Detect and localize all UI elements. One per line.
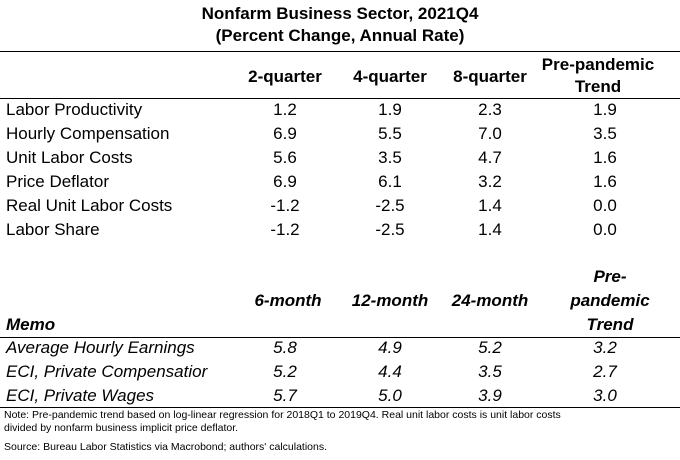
row-value: 6.9 bbox=[273, 172, 297, 191]
row-value: 5.2 bbox=[273, 362, 297, 381]
header-2-quarter: 2-quarter bbox=[248, 67, 322, 86]
row-value: 4.4 bbox=[378, 362, 402, 381]
memo-header-trend-line3: Trend bbox=[586, 315, 634, 334]
row-value: -1.2 bbox=[270, 196, 300, 215]
memo-header-24-month: 24-month bbox=[451, 291, 529, 310]
memo-header-trend-line1: Pre- bbox=[593, 267, 627, 286]
row-value: 3.2 bbox=[593, 338, 617, 357]
row-value: 5.5 bbox=[378, 124, 402, 143]
memo-header-trend-line2: pandemic bbox=[570, 291, 650, 310]
row-label: Labor Productivity bbox=[6, 100, 143, 119]
row-value: 5.8 bbox=[273, 338, 297, 357]
row-value: 3.9 bbox=[478, 386, 502, 405]
row-label: ECI, Private Wages bbox=[6, 386, 155, 405]
note-line1: Note: Pre-pandemic trend based on log-li… bbox=[4, 409, 561, 421]
row-value: 0.0 bbox=[593, 220, 617, 239]
header-8-quarter: 8-quarter bbox=[453, 67, 527, 86]
memo-rule bbox=[0, 337, 680, 338]
table-subtitle: (Percent Change, Annual Rate) bbox=[215, 26, 465, 45]
row-value: 3.5 bbox=[593, 124, 617, 143]
memo-header-12-month: 12-month bbox=[351, 291, 429, 310]
row-value: 3.0 bbox=[593, 386, 617, 405]
row-value: 7.0 bbox=[478, 124, 502, 143]
row-value: 3.5 bbox=[478, 362, 502, 381]
row-value: 5.6 bbox=[273, 148, 297, 167]
row-label: Hourly Compensation bbox=[6, 124, 170, 143]
row-value: -2.5 bbox=[375, 220, 405, 239]
memo-label: Memo bbox=[6, 315, 56, 334]
row-value: 1.6 bbox=[593, 172, 617, 191]
row-value: 5.2 bbox=[478, 338, 502, 357]
row-label: ECI, Private Compensatior bbox=[6, 362, 208, 381]
row-value: 3.2 bbox=[478, 172, 502, 191]
row-value: 3.5 bbox=[378, 148, 402, 167]
row-value: 1.6 bbox=[593, 148, 617, 167]
header-trend-line1: Pre-pandemic bbox=[541, 55, 655, 74]
top-rule bbox=[0, 51, 680, 52]
header-trend-line2: Trend bbox=[574, 77, 622, 96]
row-value: 1.9 bbox=[593, 100, 617, 119]
header-4-quarter: 4-quarter bbox=[353, 67, 427, 86]
row-label: Labor Share bbox=[6, 220, 100, 239]
table-title: Nonfarm Business Sector, 2021Q4 bbox=[201, 4, 479, 23]
row-label: Price Deflator bbox=[6, 172, 109, 191]
row-value: 1.4 bbox=[478, 196, 502, 215]
memo-header-6-month: 6-month bbox=[254, 291, 322, 310]
row-value: 1.4 bbox=[478, 220, 502, 239]
row-value: 4.7 bbox=[478, 148, 502, 167]
row-value: 2.3 bbox=[478, 100, 502, 119]
header-rule bbox=[0, 98, 680, 99]
note-line2: divided by nonfarm business implicit pri… bbox=[4, 422, 239, 434]
row-value: 2.7 bbox=[593, 362, 617, 381]
source-line: Source: Bureau Labor Statistics via Macr… bbox=[4, 441, 328, 453]
row-value: 5.7 bbox=[273, 386, 297, 405]
row-label: Average Hourly Earnings bbox=[6, 338, 195, 357]
row-value: 5.0 bbox=[378, 386, 402, 405]
row-value: 1.9 bbox=[378, 100, 402, 119]
row-label: Real Unit Labor Costs bbox=[6, 196, 173, 215]
row-value: 1.2 bbox=[273, 100, 297, 119]
bottom-rule bbox=[0, 407, 680, 408]
row-value: 4.9 bbox=[378, 338, 402, 357]
row-value: 6.1 bbox=[378, 172, 402, 191]
row-label: Unit Labor Costs bbox=[6, 148, 133, 167]
row-value: -2.5 bbox=[375, 196, 405, 215]
row-value: 0.0 bbox=[593, 196, 617, 215]
row-value: -1.2 bbox=[270, 220, 300, 239]
row-value: 6.9 bbox=[273, 124, 297, 143]
